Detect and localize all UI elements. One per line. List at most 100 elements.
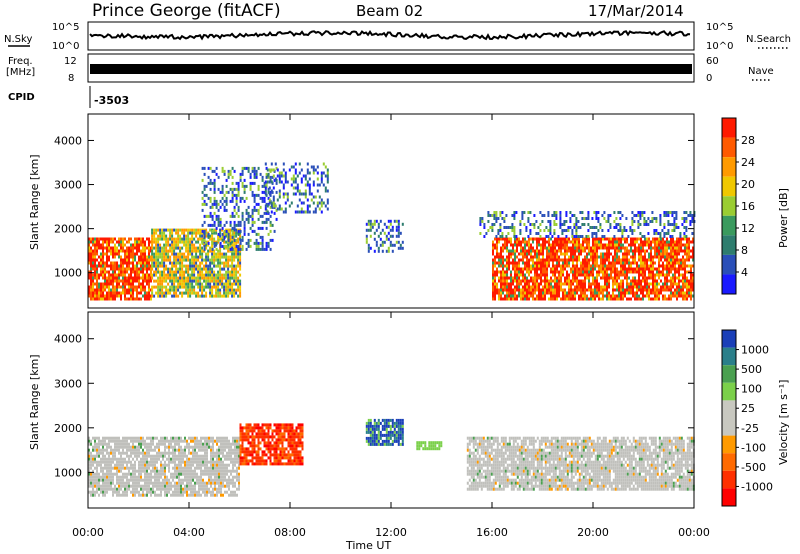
power-cell bbox=[267, 244, 270, 248]
power-cell bbox=[221, 285, 224, 289]
power-cell bbox=[591, 226, 594, 229]
velocity-cell bbox=[124, 487, 126, 491]
power-cell bbox=[173, 252, 176, 256]
power-cell bbox=[643, 220, 646, 223]
velocity-cell bbox=[112, 466, 114, 470]
power-cell bbox=[94, 276, 96, 280]
power-cell bbox=[102, 246, 104, 250]
velocity-cell bbox=[110, 451, 112, 455]
power-cell bbox=[672, 243, 674, 247]
power-cell bbox=[578, 282, 580, 286]
power-cell bbox=[225, 276, 228, 280]
power-cell bbox=[491, 214, 494, 217]
power-cell bbox=[217, 252, 220, 256]
power-cell bbox=[586, 237, 588, 241]
velocity-cell bbox=[104, 484, 106, 488]
power-cell bbox=[227, 235, 230, 239]
velocity-cell bbox=[168, 442, 170, 446]
power-cell bbox=[265, 175, 268, 179]
power-cell bbox=[574, 243, 576, 247]
velocity-cell bbox=[164, 469, 166, 473]
power-cell bbox=[257, 217, 260, 221]
power-cell bbox=[651, 217, 654, 220]
power-cell bbox=[263, 220, 266, 224]
power-cell bbox=[140, 237, 142, 241]
power-cell bbox=[684, 282, 686, 286]
power-cell bbox=[655, 232, 658, 235]
power-cell bbox=[229, 258, 232, 262]
power-cell bbox=[175, 261, 178, 265]
power-cell bbox=[259, 226, 262, 230]
velocity-cell bbox=[158, 442, 160, 446]
power-cell bbox=[255, 193, 258, 197]
power-cell bbox=[159, 234, 162, 238]
power-cell bbox=[632, 285, 634, 289]
power-cell bbox=[514, 261, 516, 265]
velocity-cell bbox=[134, 439, 136, 443]
power-cell bbox=[195, 231, 198, 235]
power-cell bbox=[659, 214, 662, 217]
power-cell bbox=[177, 246, 180, 250]
power-cell bbox=[670, 246, 672, 250]
power-cell bbox=[106, 270, 108, 274]
power-cell bbox=[280, 174, 283, 178]
velocity-cell bbox=[144, 493, 146, 497]
velocity-cell bbox=[92, 487, 94, 491]
power-cell bbox=[239, 261, 242, 265]
power-cell bbox=[547, 214, 550, 217]
velocity-cell bbox=[88, 484, 90, 488]
velocity-cell bbox=[164, 493, 166, 497]
velocity-cell bbox=[152, 439, 154, 443]
power-cell bbox=[606, 279, 608, 283]
power-cell bbox=[606, 288, 608, 292]
power-cell bbox=[136, 294, 138, 298]
velocity-cell bbox=[132, 445, 134, 449]
velocity-cell bbox=[120, 442, 122, 446]
velocity-cell bbox=[122, 439, 124, 443]
power-cell bbox=[209, 166, 212, 170]
power-cell bbox=[591, 232, 594, 235]
power-cell bbox=[233, 187, 236, 191]
power-cell bbox=[504, 294, 506, 298]
power-cell bbox=[171, 234, 174, 238]
power-cell bbox=[231, 181, 234, 185]
power-cell bbox=[566, 252, 568, 256]
power-cell bbox=[528, 258, 530, 262]
power-cell bbox=[90, 288, 92, 292]
power-cell bbox=[620, 264, 622, 268]
power-cell bbox=[690, 288, 692, 292]
power-cell bbox=[664, 258, 666, 262]
power-cell bbox=[568, 291, 570, 295]
velocity-cell bbox=[172, 439, 174, 443]
power-cell bbox=[544, 270, 546, 274]
power-cell bbox=[225, 252, 228, 256]
power-cell bbox=[106, 282, 108, 286]
power-cell bbox=[122, 282, 124, 286]
power-cell bbox=[622, 264, 624, 268]
power-cell bbox=[530, 285, 532, 289]
power-cell bbox=[304, 210, 307, 214]
power-cell bbox=[682, 282, 684, 286]
power-cell bbox=[570, 246, 572, 250]
power-cell bbox=[255, 208, 258, 212]
power-cell bbox=[205, 246, 208, 250]
power-cell bbox=[674, 282, 676, 286]
power-cell bbox=[678, 261, 680, 265]
power-cell bbox=[500, 276, 502, 280]
power-cell bbox=[664, 282, 666, 286]
power-cell bbox=[302, 174, 305, 178]
power-cell bbox=[518, 267, 520, 271]
power-cell bbox=[130, 297, 132, 301]
power-cell bbox=[691, 217, 694, 220]
power-cell bbox=[209, 205, 212, 209]
velocity-cell bbox=[178, 493, 180, 497]
velocity-cell bbox=[108, 436, 110, 440]
power-cell bbox=[282, 186, 285, 190]
power-cell bbox=[554, 279, 556, 283]
power-cell bbox=[648, 291, 650, 295]
power-cell bbox=[219, 190, 222, 194]
power-cell bbox=[518, 240, 520, 244]
velocity-cell bbox=[88, 451, 90, 455]
power-cell bbox=[267, 172, 270, 176]
power-cell bbox=[251, 211, 254, 215]
